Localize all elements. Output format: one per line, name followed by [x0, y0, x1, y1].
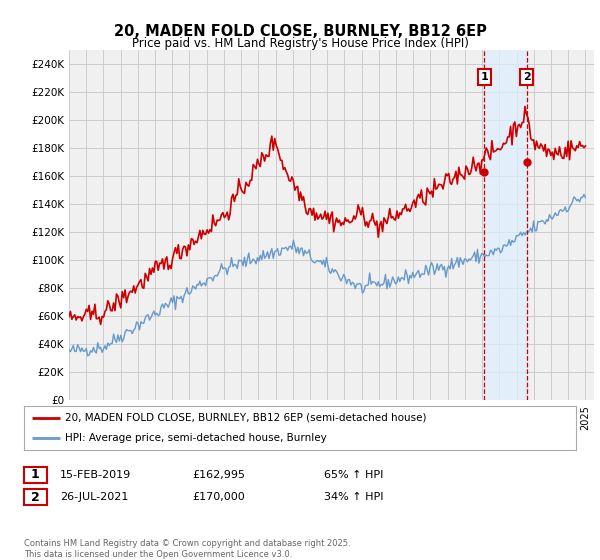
Text: 1: 1 [31, 468, 40, 482]
Text: 2: 2 [31, 491, 40, 504]
Text: £162,995: £162,995 [192, 470, 245, 480]
Text: 26-JUL-2021: 26-JUL-2021 [60, 492, 128, 502]
Text: 2: 2 [523, 72, 530, 82]
Text: 15-FEB-2019: 15-FEB-2019 [60, 470, 131, 480]
Text: Price paid vs. HM Land Registry's House Price Index (HPI): Price paid vs. HM Land Registry's House … [131, 37, 469, 50]
Text: HPI: Average price, semi-detached house, Burnley: HPI: Average price, semi-detached house,… [65, 433, 327, 443]
Text: 65% ↑ HPI: 65% ↑ HPI [324, 470, 383, 480]
Text: 34% ↑ HPI: 34% ↑ HPI [324, 492, 383, 502]
Text: Contains HM Land Registry data © Crown copyright and database right 2025.
This d: Contains HM Land Registry data © Crown c… [24, 539, 350, 559]
Text: £170,000: £170,000 [192, 492, 245, 502]
Text: 1: 1 [481, 72, 488, 82]
Bar [484, 50, 527, 400]
Text: 20, MADEN FOLD CLOSE, BURNLEY, BB12 6EP: 20, MADEN FOLD CLOSE, BURNLEY, BB12 6EP [113, 24, 487, 39]
Text: 20, MADEN FOLD CLOSE, BURNLEY, BB12 6EP (semi-detached house): 20, MADEN FOLD CLOSE, BURNLEY, BB12 6EP … [65, 413, 427, 423]
